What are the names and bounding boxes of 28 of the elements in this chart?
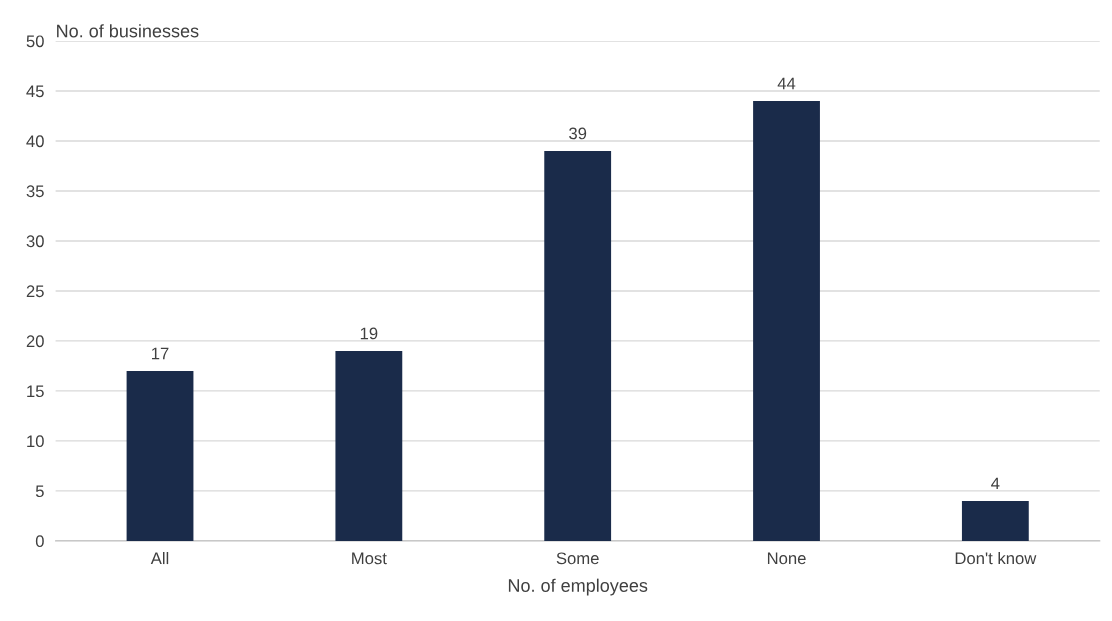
y-tick-label: 50 [26,35,44,48]
y-tick-label: 0 [35,535,44,548]
y-tick-label: 15 [27,385,44,398]
y-tick-label: 40 [26,135,44,148]
x-tick-label: Don't know [955,552,1037,565]
y-tick-label: 35 [26,185,44,198]
data-label: 39 [569,127,587,140]
bar [335,350,403,541]
data-label: 19 [360,327,378,340]
y-tick-label: 20 [26,335,44,348]
x-tick-label: All [150,552,169,565]
y-tick-label: 25 [26,285,44,298]
y-tick-label: 45 [26,85,44,98]
data-label: 44 [777,77,796,90]
bar [544,150,612,541]
bar [126,370,194,541]
x-axis-title: No. of employees [508,578,648,596]
x-tick-label: None [767,552,806,565]
x-tick-label: Most [352,552,387,565]
x-tick-label: Some [556,552,599,565]
y-tick-label: 10 [27,435,44,448]
y-tick-label: 30 [26,235,44,248]
data-label: 4 [991,477,1000,490]
bar [753,100,820,541]
bar [961,500,1029,541]
data-label: 17 [152,347,169,360]
y-tick-label: 5 [35,485,44,498]
y-axis-title: No. of businesses [57,24,199,38]
